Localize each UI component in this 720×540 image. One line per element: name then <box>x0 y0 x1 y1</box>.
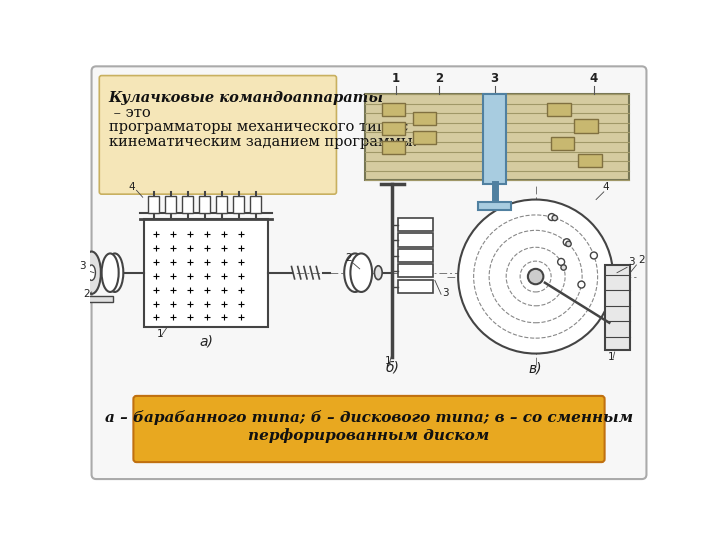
Ellipse shape <box>344 253 366 292</box>
Text: в): в) <box>529 362 542 376</box>
Bar <box>199 195 210 213</box>
Bar <box>413 112 436 125</box>
Text: 4: 4 <box>590 72 598 85</box>
Circle shape <box>458 200 613 354</box>
Bar <box>182 195 193 213</box>
Bar <box>216 195 228 213</box>
Bar <box>398 249 433 262</box>
Circle shape <box>563 239 570 246</box>
Text: 2: 2 <box>83 289 89 299</box>
Text: 2: 2 <box>638 255 644 265</box>
Text: кинематическим заданием программы.: кинематическим заданием программы. <box>109 135 417 149</box>
Text: 2: 2 <box>435 72 443 85</box>
Text: 1: 1 <box>156 329 163 339</box>
Bar <box>483 94 506 184</box>
Text: – это: – это <box>109 106 150 120</box>
Ellipse shape <box>374 266 382 280</box>
Bar <box>165 195 176 213</box>
Text: 3: 3 <box>629 257 635 267</box>
Ellipse shape <box>82 252 101 294</box>
Bar <box>547 103 570 116</box>
Text: а – барабанного типа; б – дискового типа; в – со сменным: а – барабанного типа; б – дискового типа… <box>105 410 633 425</box>
Bar <box>578 154 601 167</box>
Circle shape <box>552 215 557 221</box>
Bar <box>398 233 433 247</box>
Bar <box>382 103 405 116</box>
Text: Кулачковые командоаппараты: Кулачковые командоаппараты <box>109 91 384 105</box>
Bar <box>144 219 269 327</box>
Bar <box>413 131 436 144</box>
Text: 1: 1 <box>392 72 400 85</box>
Text: 4: 4 <box>128 181 135 192</box>
Circle shape <box>566 241 571 247</box>
Bar <box>233 195 244 213</box>
Bar <box>606 265 630 350</box>
Circle shape <box>590 252 598 259</box>
Bar <box>551 137 575 150</box>
Circle shape <box>528 269 544 284</box>
Bar <box>398 264 433 278</box>
Circle shape <box>578 281 585 288</box>
Bar <box>251 195 261 213</box>
Bar <box>365 94 629 180</box>
Text: 2: 2 <box>346 253 352 263</box>
Ellipse shape <box>107 253 123 292</box>
Ellipse shape <box>102 253 119 292</box>
Text: б): б) <box>385 360 399 374</box>
Text: 4: 4 <box>602 183 608 192</box>
FancyBboxPatch shape <box>133 396 605 462</box>
Ellipse shape <box>351 253 372 292</box>
Bar <box>82 296 113 302</box>
Text: 3: 3 <box>443 288 449 298</box>
Circle shape <box>548 214 555 220</box>
Text: 1: 1 <box>385 355 392 366</box>
Circle shape <box>558 259 564 265</box>
Ellipse shape <box>88 265 96 280</box>
FancyBboxPatch shape <box>99 76 336 194</box>
Circle shape <box>561 265 567 270</box>
FancyBboxPatch shape <box>91 66 647 479</box>
Bar <box>382 141 405 154</box>
Bar <box>398 280 433 293</box>
Bar <box>148 195 159 213</box>
Bar <box>398 218 433 231</box>
Text: 3: 3 <box>490 72 499 85</box>
Text: 3: 3 <box>79 261 86 271</box>
Bar <box>382 122 405 135</box>
Text: перфорированным диском: перфорированным диском <box>248 428 490 443</box>
Bar <box>575 119 598 132</box>
Text: программаторы механического типа с: программаторы механического типа с <box>109 120 408 134</box>
Bar <box>478 202 510 210</box>
Text: а): а) <box>199 335 213 349</box>
Text: 1: 1 <box>608 352 615 362</box>
